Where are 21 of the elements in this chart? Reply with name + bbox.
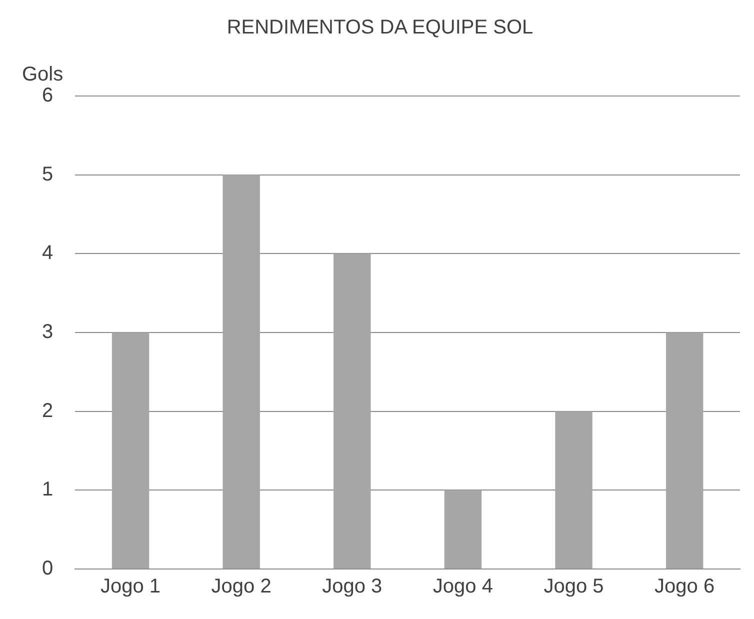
bar [666,332,704,568]
bar [555,411,592,568]
bar [112,332,150,568]
y-tick-label: 4 [42,242,54,264]
x-tick-label: Jogo 5 [544,576,604,598]
y-axis-title: Gols [22,64,64,86]
y-tick-label: 6 [42,84,54,107]
bar [444,490,482,568]
y-tick-label: 0 [42,558,54,580]
chart-title: RENDIMENTOS DA EQUIPE SOL [226,16,534,39]
x-tick-label: Jogo 2 [211,576,272,598]
y-tick-label: 2 [42,400,54,422]
x-tick-label: Jogo 4 [432,576,493,598]
x-tick-label: Jogo 1 [100,576,161,598]
x-tick-label: Jogo 6 [654,576,715,598]
x-tick-label: Jogo 3 [322,576,382,598]
y-tick-label: 1 [42,478,54,501]
y-tick-label: 5 [42,163,54,186]
y-tick-label: 3 [42,321,54,344]
bar [222,174,260,568]
bar [334,254,371,568]
